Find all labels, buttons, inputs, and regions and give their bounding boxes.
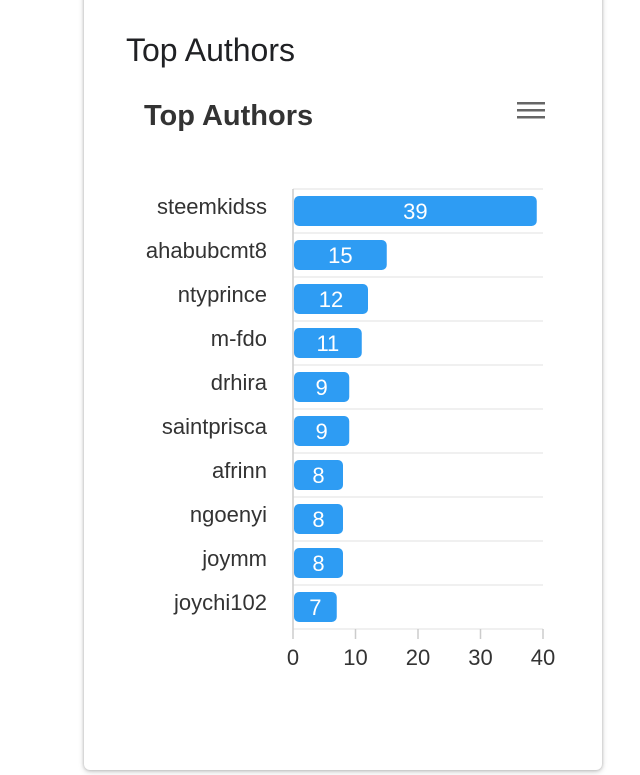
bar: [294, 372, 350, 402]
category-label: m-fdo: [211, 326, 267, 351]
x-tick-label: 30: [468, 645, 492, 670]
x-tick-label: 0: [287, 645, 299, 670]
bar-data-label: 9: [316, 375, 328, 400]
bar-data-label: 12: [319, 287, 343, 312]
chart-menu-button[interactable]: [510, 96, 552, 130]
category-label: ntyprince: [178, 282, 267, 307]
category-label: ngoenyi: [190, 502, 267, 527]
category-labels: steemkidss ahabubcmt8 ntyprince m-fdo drhira…: [146, 194, 268, 615]
category-label: saintprisca: [162, 414, 268, 439]
hamburger-menu-icon: [517, 102, 545, 119]
category-label: ahabubcmt8: [146, 238, 267, 263]
bar-data-label: 8: [312, 507, 324, 532]
card-title: Top Authors: [126, 32, 295, 68]
bar: [294, 328, 362, 358]
x-tick-label: 40: [531, 645, 555, 670]
chart-title: Top Authors: [144, 100, 314, 132]
bar: [294, 548, 343, 578]
bar: [294, 592, 337, 622]
bar-data-label: 11: [316, 331, 339, 356]
category-label: joymm: [201, 546, 267, 571]
x-tick-label: 10: [343, 645, 367, 670]
category-label: joychi102: [173, 590, 267, 615]
bar-data-label: 15: [328, 243, 352, 268]
bar-data-label: 7: [309, 595, 321, 620]
bar: [294, 284, 368, 314]
category-label: afrinn: [212, 458, 267, 483]
bar-data-label: 39: [403, 199, 427, 224]
bar-data-label: 8: [312, 463, 324, 488]
bar: [294, 240, 387, 270]
bar: [294, 196, 537, 226]
category-label: drhira: [211, 370, 268, 395]
x-tick-label: 20: [406, 645, 430, 670]
bar: [294, 416, 350, 446]
category-label: steemkidss: [157, 194, 267, 219]
bar: [294, 504, 343, 534]
bar: [294, 460, 343, 490]
bar-data-label: 9: [316, 419, 328, 444]
bar-data-label: 8: [312, 551, 324, 576]
